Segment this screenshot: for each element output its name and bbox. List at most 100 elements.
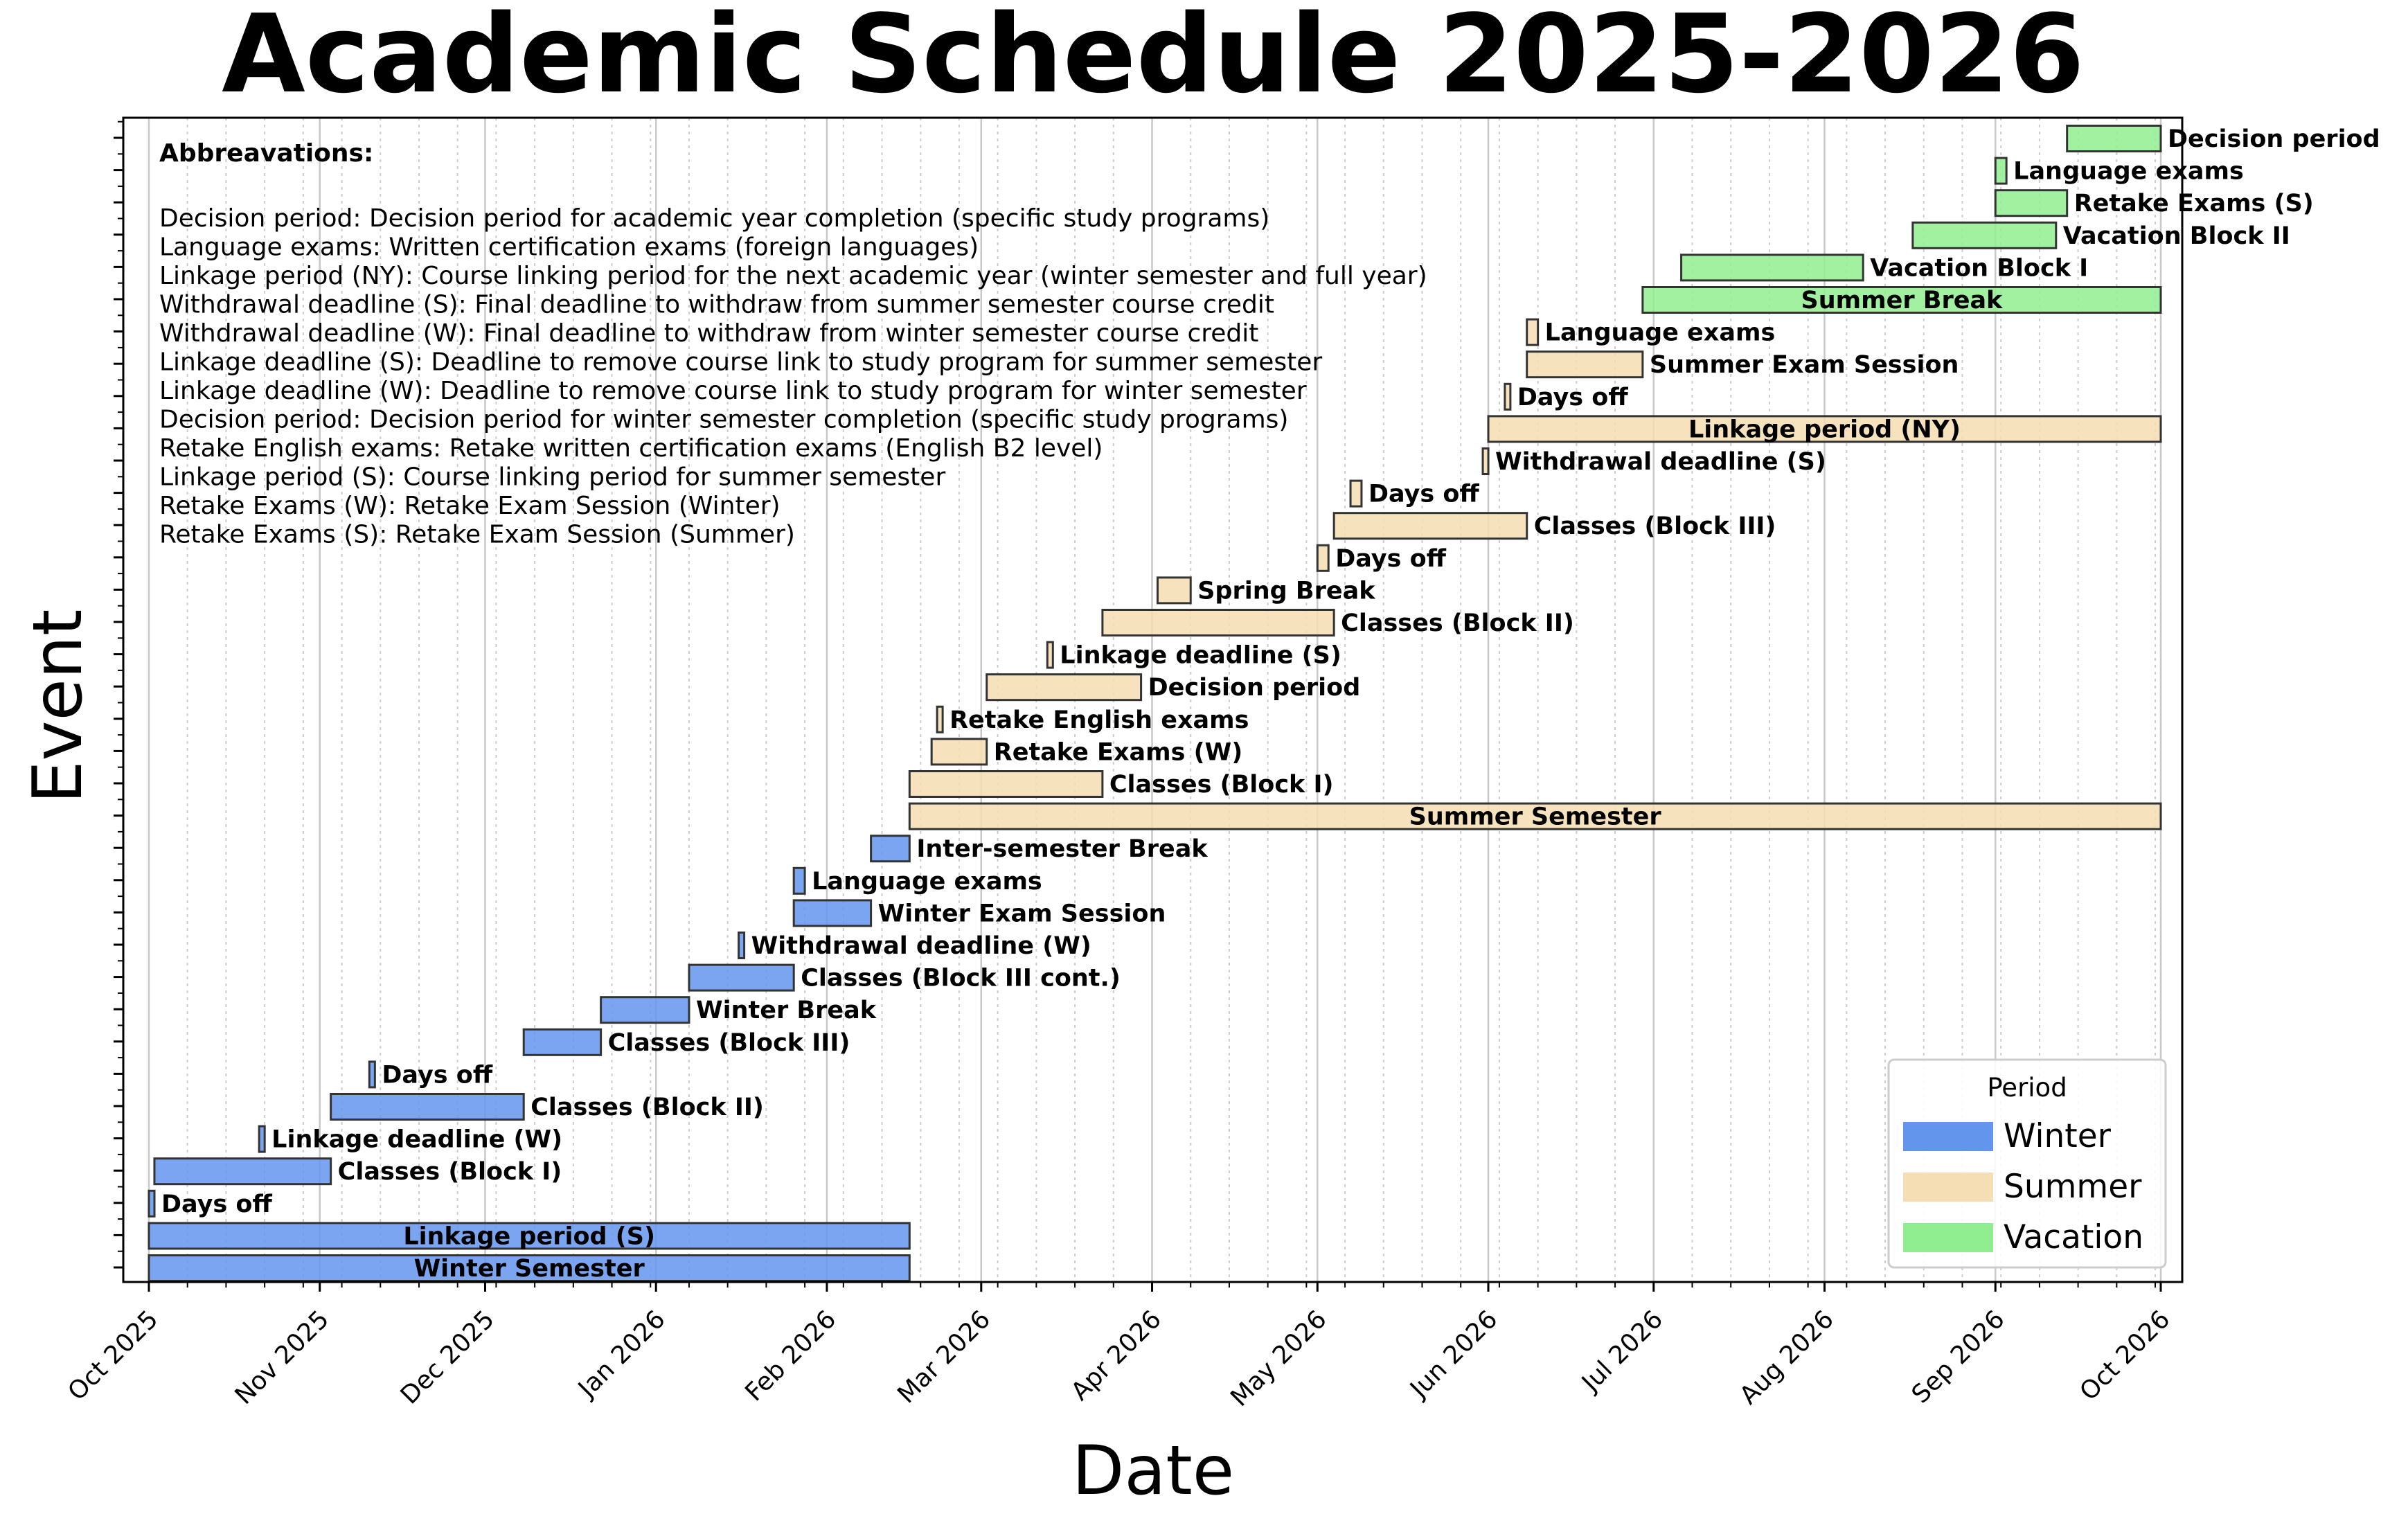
abbreviation-line: Retake Exams (S): Retake Exam Session (S…	[159, 521, 795, 549]
x-axis-label: Date	[1072, 1432, 1234, 1511]
legend-swatch	[1903, 1223, 1993, 1252]
task-bar	[258, 1125, 266, 1153]
x-tick-label: Oct 2025	[63, 1305, 164, 1406]
x-tick-label: Feb 2026	[740, 1305, 841, 1407]
task-bar	[1046, 641, 1054, 669]
bar-label: Classes (Block I)	[338, 1158, 562, 1186]
bar-label: Classes (Block III)	[1534, 513, 1776, 540]
abbreviation-line: Withdrawal deadline (W): Final deadline …	[159, 319, 1258, 348]
bar-label: Days off	[1368, 481, 1479, 508]
task-bar	[522, 1028, 603, 1056]
task-bar	[1680, 253, 1864, 282]
abbreviation-line: Linkage deadline (W): Deadline to remove…	[159, 377, 1307, 405]
bar-label: Winter Semester	[414, 1255, 645, 1283]
x-tick-label: Apr 2026	[1066, 1305, 1167, 1406]
bar-label: Linkage deadline (W)	[271, 1126, 562, 1154]
bar-label: Decision period	[1148, 674, 1361, 702]
bar-label: Winter Exam Session	[878, 900, 1166, 927]
legend-swatch	[1903, 1173, 1993, 1202]
bar-label: Summer Break	[1801, 287, 2004, 314]
task-bar	[1316, 544, 1330, 572]
bar-label: Linkage period (S)	[403, 1222, 655, 1250]
task-bar	[1101, 609, 1335, 636]
x-tick-label: Sep 2026	[1907, 1305, 2010, 1409]
bar-label: Language exams	[2013, 158, 2244, 186]
abbreviation-line: Retake Exams (W): Retake Exam Session (W…	[159, 492, 781, 520]
task-bar	[908, 802, 2162, 830]
bar-label: Summer Semester	[1409, 803, 1662, 831]
task-bar	[1156, 576, 1192, 605]
bar-label: Retake English exams	[949, 706, 1249, 734]
bar-label: Vacation Block II	[2063, 222, 2290, 250]
bar-label: Retake Exams (S)	[2074, 190, 2314, 217]
task-bar	[600, 996, 690, 1024]
task-bar	[153, 1157, 332, 1186]
legend-frame	[1887, 1058, 2167, 1269]
task-bar	[1332, 512, 1528, 540]
bar-label: Days off	[161, 1191, 272, 1218]
x-tick-label: Jul 2026	[1576, 1305, 1668, 1398]
x-tick-label: Jan 2026	[572, 1305, 671, 1404]
task-bar	[2066, 125, 2162, 152]
bar-label: Withdrawal deadline (W)	[751, 932, 1091, 960]
chart-title: Academic Schedule 2025-2026	[222, 0, 2085, 117]
task-bar	[1504, 382, 1512, 411]
y-axis-ticks	[114, 121, 123, 1269]
bar-label: Classes (Block III cont.)	[801, 965, 1121, 992]
task-bar	[792, 866, 806, 895]
task-bar	[330, 1093, 525, 1121]
bar-label: Language exams	[1545, 319, 1776, 347]
task-bar	[1526, 318, 1540, 346]
abbreviation-line: Decision period: Decision period for aca…	[159, 204, 1269, 233]
task-bar	[688, 963, 795, 992]
bar-label: Days off	[1517, 384, 1628, 411]
bar-label: Retake Exams (W)	[994, 738, 1243, 766]
task-bar	[930, 738, 988, 766]
x-tick-label: May 2026	[1225, 1305, 1332, 1412]
bar-label: Days off	[382, 1061, 492, 1089]
bar-label: Linkage period (NY)	[1688, 416, 1961, 443]
task-bar	[908, 770, 1104, 798]
task-bars	[148, 125, 2162, 1282]
bar-label: Classes (Block I)	[1109, 771, 1334, 799]
bar-label: Language exams	[812, 868, 1042, 896]
task-bar	[870, 835, 911, 863]
bar-label: Decision period	[2168, 125, 2380, 153]
x-tick-label: Jun 2026	[1404, 1305, 1503, 1404]
task-bar	[1481, 447, 1490, 475]
task-bar	[148, 1222, 911, 1250]
bar-label: Withdrawal deadline (S)	[1495, 448, 1826, 476]
abbreviation-line: Linkage deadline (S): Deadline to remove…	[159, 348, 1322, 377]
task-bar	[148, 1189, 156, 1218]
legend-title: Period	[1987, 1073, 2067, 1103]
task-bar	[1641, 286, 2162, 314]
x-tick-label: Oct 2026	[2075, 1305, 2176, 1406]
abbreviation-line: Linkage period (S): Course linking perio…	[159, 463, 945, 492]
abbreviation-line: Withdrawal deadline (S): Final deadline …	[159, 291, 1274, 319]
task-bar	[368, 1060, 376, 1089]
bar-label: Vacation Block I	[1870, 254, 2088, 282]
legend: Period Winter Summer Vacation	[1887, 1058, 2167, 1269]
bar-label: Inter-semester Break	[916, 835, 1208, 863]
bar-label: Winter Break	[696, 997, 877, 1024]
bar-label: Classes (Block II)	[1341, 609, 1574, 637]
bar-label: Linkage deadline (S)	[1060, 642, 1341, 670]
bar-label: Spring Break	[1197, 577, 1375, 605]
task-bar	[1994, 157, 2008, 185]
bar-label: Classes (Block II)	[530, 1094, 764, 1121]
abbreviation-line: Retake English exams: Retake written cer…	[159, 434, 1103, 463]
legend-entry-label: Summer	[2004, 1168, 2142, 1206]
task-bar	[1349, 479, 1363, 508]
task-bar	[1526, 350, 1644, 379]
task-bar	[986, 673, 1143, 702]
x-axis-ticks: Oct 2025 Nov 2025 Dec 2025 Jan 2026 Feb 2026…	[63, 1282, 2176, 1412]
bar-label: Summer Exam Session	[1650, 351, 1959, 379]
bar-label: Classes (Block III)	[608, 1029, 850, 1057]
x-tick-label: Mar 2026	[892, 1305, 996, 1409]
task-bar	[1994, 189, 2069, 217]
task-bar	[1487, 415, 2162, 443]
abbreviation-line: Linkage period (NY): Course linking peri…	[159, 262, 1427, 290]
legend-swatch	[1903, 1122, 1993, 1151]
abbreviations-heading: Abbreavations:	[159, 139, 373, 168]
